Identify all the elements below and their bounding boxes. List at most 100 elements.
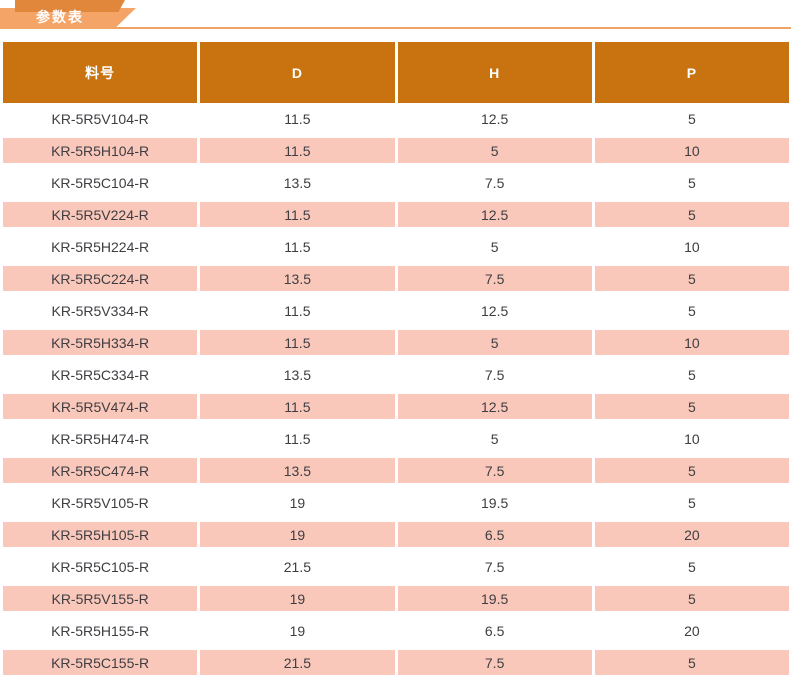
table-cell: 5	[594, 202, 789, 227]
table-cell: 11.5	[200, 138, 395, 163]
table-cell: 5	[594, 298, 789, 323]
table-cell: 20	[594, 618, 789, 643]
header-cell-h: H	[397, 42, 592, 103]
table-row: KR-5R5H105-R 19 6.5 20	[3, 522, 789, 547]
table-cell: 7.5	[397, 170, 592, 195]
table-cell: KR-5R5H105-R	[3, 522, 198, 547]
table-cell: KR-5R5H104-R	[3, 138, 198, 163]
table-cell: 5	[594, 650, 789, 675]
table-cell: KR-5R5V334-R	[3, 298, 198, 323]
table-cell: 5	[594, 266, 789, 291]
table-cell: 5	[397, 234, 592, 259]
table-row: KR-5R5C155-R 21.5 7.5 5	[3, 650, 789, 675]
table-row: KR-5R5V334-R 11.5 12.5 5	[3, 298, 789, 323]
table-row: KR-5R5C334-R 13.5 7.5 5	[3, 362, 789, 387]
table-row: KR-5R5C224-R 13.5 7.5 5	[3, 266, 789, 291]
table-row: KR-5R5H104-R 11.5 5 10	[3, 138, 789, 163]
table-cell: KR-5R5H474-R	[3, 426, 198, 451]
table-cell: 6.5	[397, 522, 592, 547]
table-cell: 5	[594, 458, 789, 483]
table-cell: 11.5	[200, 202, 395, 227]
table-cell: KR-5R5V105-R	[3, 490, 198, 515]
table-row: KR-5R5V224-R 11.5 12.5 5	[3, 202, 789, 227]
table-cell: 5	[594, 362, 789, 387]
table-cell: 10	[594, 426, 789, 451]
table-cell: 5	[594, 490, 789, 515]
table-cell: 5	[594, 394, 789, 419]
table-cell: 19	[200, 586, 395, 611]
table-row: KR-5R5V105-R 19 19.5 5	[3, 490, 789, 515]
tab-label: 参数表	[36, 9, 84, 25]
table-cell: 12.5	[397, 394, 592, 419]
table-cell: KR-5R5C334-R	[3, 362, 198, 387]
table-cell: 12.5	[397, 106, 592, 131]
table-cell: KR-5R5C155-R	[3, 650, 198, 675]
table-cell: 11.5	[200, 298, 395, 323]
header-cell-part-number: 料号	[3, 42, 198, 103]
table-cell: 7.5	[397, 554, 592, 579]
table-cell: 5	[594, 586, 789, 611]
table-cell: 11.5	[200, 234, 395, 259]
table-row: KR-5R5C474-R 13.5 7.5 5	[3, 458, 789, 483]
table-cell: 11.5	[200, 106, 395, 131]
table-cell: 5	[397, 426, 592, 451]
tab-body-shape	[0, 8, 136, 29]
header-row: 料号 D H P	[3, 42, 789, 103]
table-cell: KR-5R5C474-R	[3, 458, 198, 483]
table-cell: 13.5	[200, 170, 395, 195]
table-cell: KR-5R5H155-R	[3, 618, 198, 643]
table-cell: 12.5	[397, 298, 592, 323]
table-cell: KR-5R5V155-R	[3, 586, 198, 611]
table-cell: 20	[594, 522, 789, 547]
table-cell: 10	[594, 138, 789, 163]
parameter-table: 料号 D H P KR-5R5V104-R 11.5 12.5 5 KR-5R5H104…	[3, 42, 789, 675]
table-cell: 13.5	[200, 266, 395, 291]
table-cell: 7.5	[397, 458, 592, 483]
header-cell-p: P	[594, 42, 789, 103]
table-cell: 21.5	[200, 554, 395, 579]
table-cell: 5	[594, 106, 789, 131]
table-cell: KR-5R5V474-R	[3, 394, 198, 419]
table-cell: KR-5R5H334-R	[3, 330, 198, 355]
table-cell: KR-5R5C105-R	[3, 554, 198, 579]
table-cell: 11.5	[200, 330, 395, 355]
table-cell: 5	[594, 170, 789, 195]
table-cell: 11.5	[200, 394, 395, 419]
table-row: KR-5R5H224-R 11.5 5 10	[3, 234, 789, 259]
parameter-tab: 参数表	[0, 0, 136, 29]
accent-line	[0, 27, 791, 29]
table-cell: 5	[397, 330, 592, 355]
table-cell: 5	[594, 554, 789, 579]
table-cell: 21.5	[200, 650, 395, 675]
banner: 参数表	[0, 0, 795, 30]
table-cell: 19.5	[397, 586, 592, 611]
table-row: KR-5R5H474-R 11.5 5 10	[3, 426, 789, 451]
table-cell: 12.5	[397, 202, 592, 227]
table-cell: 19.5	[397, 490, 592, 515]
table-cell: KR-5R5V224-R	[3, 202, 198, 227]
table-cell: 19	[200, 618, 395, 643]
table-cell: 7.5	[397, 650, 592, 675]
table-row: KR-5R5V474-R 11.5 12.5 5	[3, 394, 789, 419]
table-row: KR-5R5H334-R 11.5 5 10	[3, 330, 789, 355]
table-body: KR-5R5V104-R 11.5 12.5 5 KR-5R5H104-R 11.5 5 10…	[3, 106, 789, 675]
table-row: KR-5R5V155-R 19 19.5 5	[3, 586, 789, 611]
table-cell: 10	[594, 234, 789, 259]
table-cell: KR-5R5C104-R	[3, 170, 198, 195]
table-row: KR-5R5C104-R 13.5 7.5 5	[3, 170, 789, 195]
table-cell: 7.5	[397, 362, 592, 387]
table-cell: KR-5R5C224-R	[3, 266, 198, 291]
table-cell: 10	[594, 330, 789, 355]
header-cell-d: D	[200, 42, 395, 103]
table-cell: 5	[397, 138, 592, 163]
table-cell: 11.5	[200, 426, 395, 451]
table-row: KR-5R5V104-R 11.5 12.5 5	[3, 106, 789, 131]
tab-top-shape	[15, 0, 125, 12]
table-cell: 13.5	[200, 458, 395, 483]
table-row: KR-5R5H155-R 19 6.5 20	[3, 618, 789, 643]
table-cell: 7.5	[397, 266, 592, 291]
table-row: KR-5R5C105-R 21.5 7.5 5	[3, 554, 789, 579]
table-cell: 13.5	[200, 362, 395, 387]
table-cell: KR-5R5V104-R	[3, 106, 198, 131]
table-cell: 19	[200, 522, 395, 547]
